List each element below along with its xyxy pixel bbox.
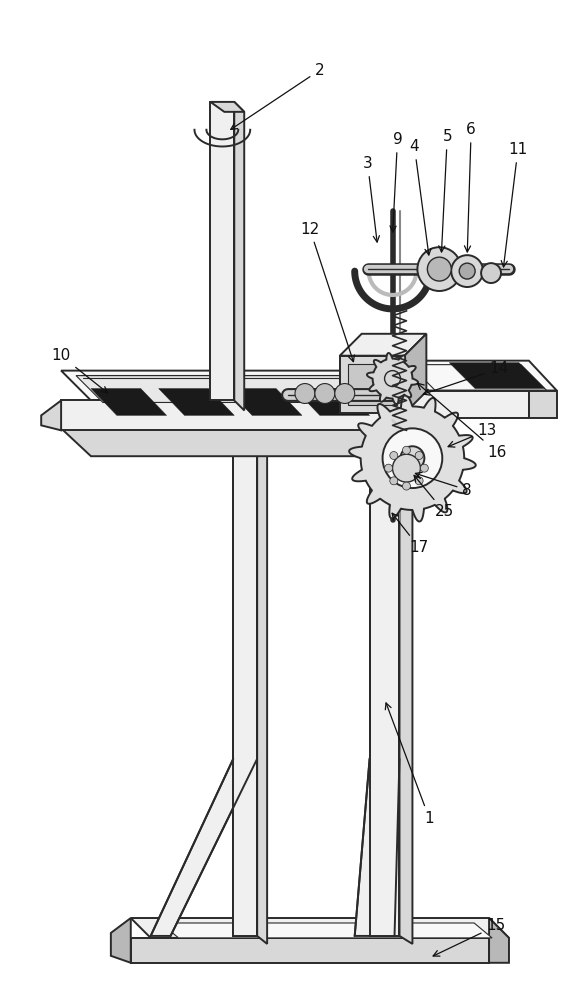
- Circle shape: [420, 464, 428, 472]
- Text: 8: 8: [415, 472, 472, 498]
- Polygon shape: [131, 918, 509, 938]
- Polygon shape: [489, 918, 509, 963]
- Text: 11: 11: [501, 142, 527, 267]
- Polygon shape: [257, 420, 267, 944]
- Circle shape: [335, 384, 355, 403]
- Text: 17: 17: [392, 513, 429, 555]
- Polygon shape: [233, 759, 257, 936]
- Polygon shape: [226, 389, 302, 415]
- Text: 1: 1: [386, 703, 434, 826]
- Circle shape: [384, 464, 393, 472]
- Circle shape: [403, 482, 410, 490]
- Text: 9: 9: [390, 132, 403, 232]
- Polygon shape: [41, 400, 61, 430]
- Polygon shape: [340, 334, 427, 356]
- Polygon shape: [347, 364, 397, 405]
- Polygon shape: [61, 428, 420, 456]
- Text: 3: 3: [363, 156, 379, 242]
- Circle shape: [393, 454, 420, 482]
- Circle shape: [400, 446, 424, 470]
- Polygon shape: [91, 389, 166, 415]
- Polygon shape: [210, 102, 234, 400]
- Polygon shape: [233, 420, 257, 936]
- Circle shape: [459, 263, 475, 279]
- Text: 15: 15: [433, 918, 506, 956]
- Polygon shape: [210, 102, 244, 112]
- Circle shape: [383, 428, 442, 488]
- Polygon shape: [294, 389, 370, 415]
- Polygon shape: [400, 391, 529, 418]
- Polygon shape: [161, 923, 492, 938]
- Text: 2: 2: [231, 63, 325, 129]
- Circle shape: [417, 247, 461, 291]
- Circle shape: [481, 263, 501, 283]
- Polygon shape: [370, 420, 400, 936]
- Circle shape: [390, 477, 398, 485]
- Text: 16: 16: [418, 383, 507, 460]
- Polygon shape: [111, 918, 131, 963]
- Polygon shape: [234, 102, 244, 410]
- Circle shape: [403, 446, 410, 454]
- Polygon shape: [61, 400, 390, 430]
- Polygon shape: [61, 371, 420, 400]
- Polygon shape: [529, 391, 557, 418]
- Polygon shape: [449, 363, 545, 389]
- Text: 5: 5: [439, 129, 452, 252]
- Circle shape: [315, 384, 335, 403]
- Polygon shape: [159, 389, 234, 415]
- Polygon shape: [340, 361, 384, 389]
- Text: 12: 12: [300, 222, 355, 362]
- Text: 25: 25: [414, 475, 454, 519]
- Polygon shape: [355, 759, 400, 936]
- Polygon shape: [400, 420, 413, 944]
- Polygon shape: [340, 356, 404, 413]
- Polygon shape: [400, 361, 557, 391]
- Circle shape: [427, 257, 451, 281]
- Circle shape: [415, 452, 423, 459]
- Circle shape: [295, 384, 315, 403]
- Text: 4: 4: [410, 139, 431, 255]
- Polygon shape: [131, 938, 489, 963]
- Circle shape: [451, 255, 483, 287]
- Polygon shape: [76, 376, 401, 402]
- Circle shape: [415, 477, 423, 485]
- Text: 6: 6: [465, 122, 476, 252]
- Circle shape: [384, 371, 400, 387]
- Polygon shape: [377, 361, 400, 418]
- Polygon shape: [151, 759, 257, 936]
- Polygon shape: [404, 334, 427, 413]
- Text: 14: 14: [423, 361, 509, 395]
- Text: 10: 10: [52, 348, 108, 393]
- Polygon shape: [340, 351, 394, 361]
- Circle shape: [390, 452, 398, 459]
- Polygon shape: [349, 395, 476, 521]
- Text: 13: 13: [448, 423, 497, 447]
- Polygon shape: [367, 353, 418, 404]
